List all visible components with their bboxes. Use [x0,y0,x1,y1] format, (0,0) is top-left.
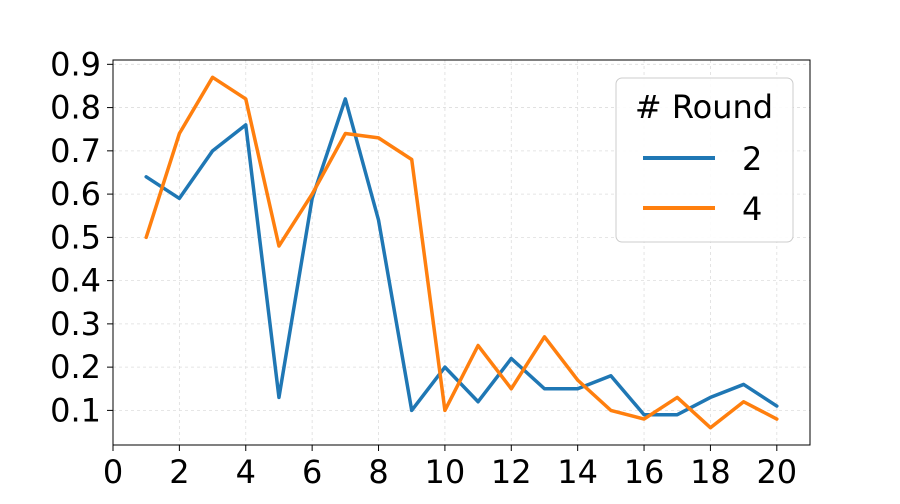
series-line-0 [144,97,779,417]
x-tick-label: 10 [425,453,466,491]
x-tick-label: 4 [236,453,256,491]
y-tick-label: 0.8 [50,89,101,127]
x-tick-label: 6 [302,453,322,491]
x-tick-label: 18 [690,453,731,491]
series-line-1 [144,75,779,430]
y-tick-label: 0.7 [50,132,101,170]
x-tick-label: 14 [557,453,598,491]
y-tick-label: 0.1 [50,391,101,429]
legend-label-series-1: 4 [742,190,762,228]
x-tick-label: 2 [169,453,189,491]
y-tick-label: 0.6 [50,175,101,213]
y-tick-label: 0.5 [50,218,101,256]
x-tick-label: 0 [103,453,123,491]
x-tick-label: 8 [368,453,388,491]
y-tick-label: 0.9 [50,45,101,83]
legend-label-series-0: 2 [742,140,762,178]
y-tick-label: 0.4 [50,262,101,300]
x-tick-label: 16 [624,453,665,491]
legend-title: # Round [635,88,773,126]
plot-frame [112,59,811,446]
y-axis: 0.1 0.2 0.3 0.4 0.5 0.6 0.7 0.8 0.9 [50,45,113,429]
x-tick-label: 12 [491,453,532,491]
x-tick-label: 20 [756,453,797,491]
series-layer [144,75,779,430]
y-tick-label: 0.2 [50,348,101,386]
y-tick-label: 0.3 [50,305,101,343]
x-axis: 0 2 4 6 8 10 12 14 16 18 20 [103,445,797,491]
legend: # Round 2 4 [615,77,794,243]
